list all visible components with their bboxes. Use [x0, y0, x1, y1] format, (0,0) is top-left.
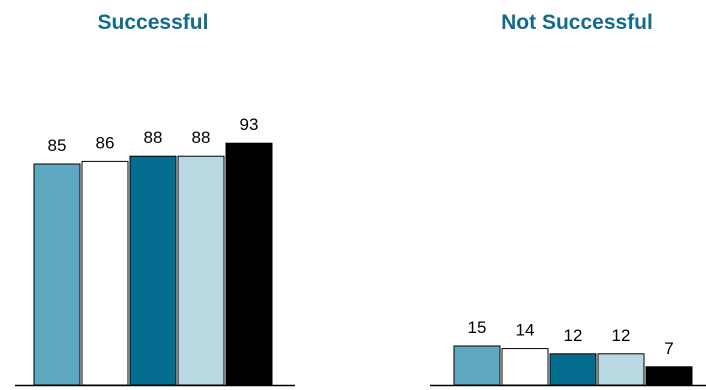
bar-2 [129, 155, 177, 386]
panel-title-not-successful: Not Successful [501, 11, 653, 34]
panel-title-successful: Successful [98, 11, 209, 34]
data-label-0: 15 [468, 318, 487, 337]
data-label-1: 86 [96, 133, 115, 152]
data-label-2: 88 [144, 128, 163, 147]
chart-panel-successful: Successful 85 86 88 88 93 [15, 11, 295, 387]
data-label-4: 7 [664, 339, 673, 358]
bar-3 [177, 155, 225, 386]
data-label-4: 93 [240, 115, 259, 134]
data-label-1: 14 [516, 321, 535, 340]
data-label-3: 12 [612, 326, 631, 345]
bar-1 [501, 348, 549, 386]
data-label-2: 12 [564, 326, 583, 345]
bar-0 [453, 345, 501, 386]
bar-4 [225, 142, 273, 386]
data-label-0: 85 [48, 136, 67, 155]
bar-1 [81, 160, 129, 386]
bar-4 [645, 366, 693, 386]
bar-0 [33, 163, 81, 386]
bar-3 [597, 353, 645, 386]
chart-panel-not-successful: Not Successful 15 14 12 12 7 [430, 11, 706, 387]
data-label-3: 88 [192, 128, 211, 147]
bar-2 [549, 353, 597, 386]
